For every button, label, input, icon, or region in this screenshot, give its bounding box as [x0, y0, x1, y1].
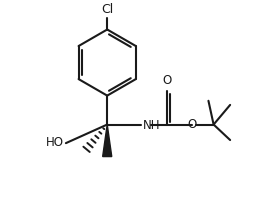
- Text: O: O: [187, 119, 196, 131]
- Polygon shape: [103, 124, 112, 156]
- Text: O: O: [163, 74, 172, 87]
- Text: HO: HO: [46, 136, 64, 149]
- Text: NH: NH: [143, 119, 161, 132]
- Text: Cl: Cl: [101, 3, 113, 16]
